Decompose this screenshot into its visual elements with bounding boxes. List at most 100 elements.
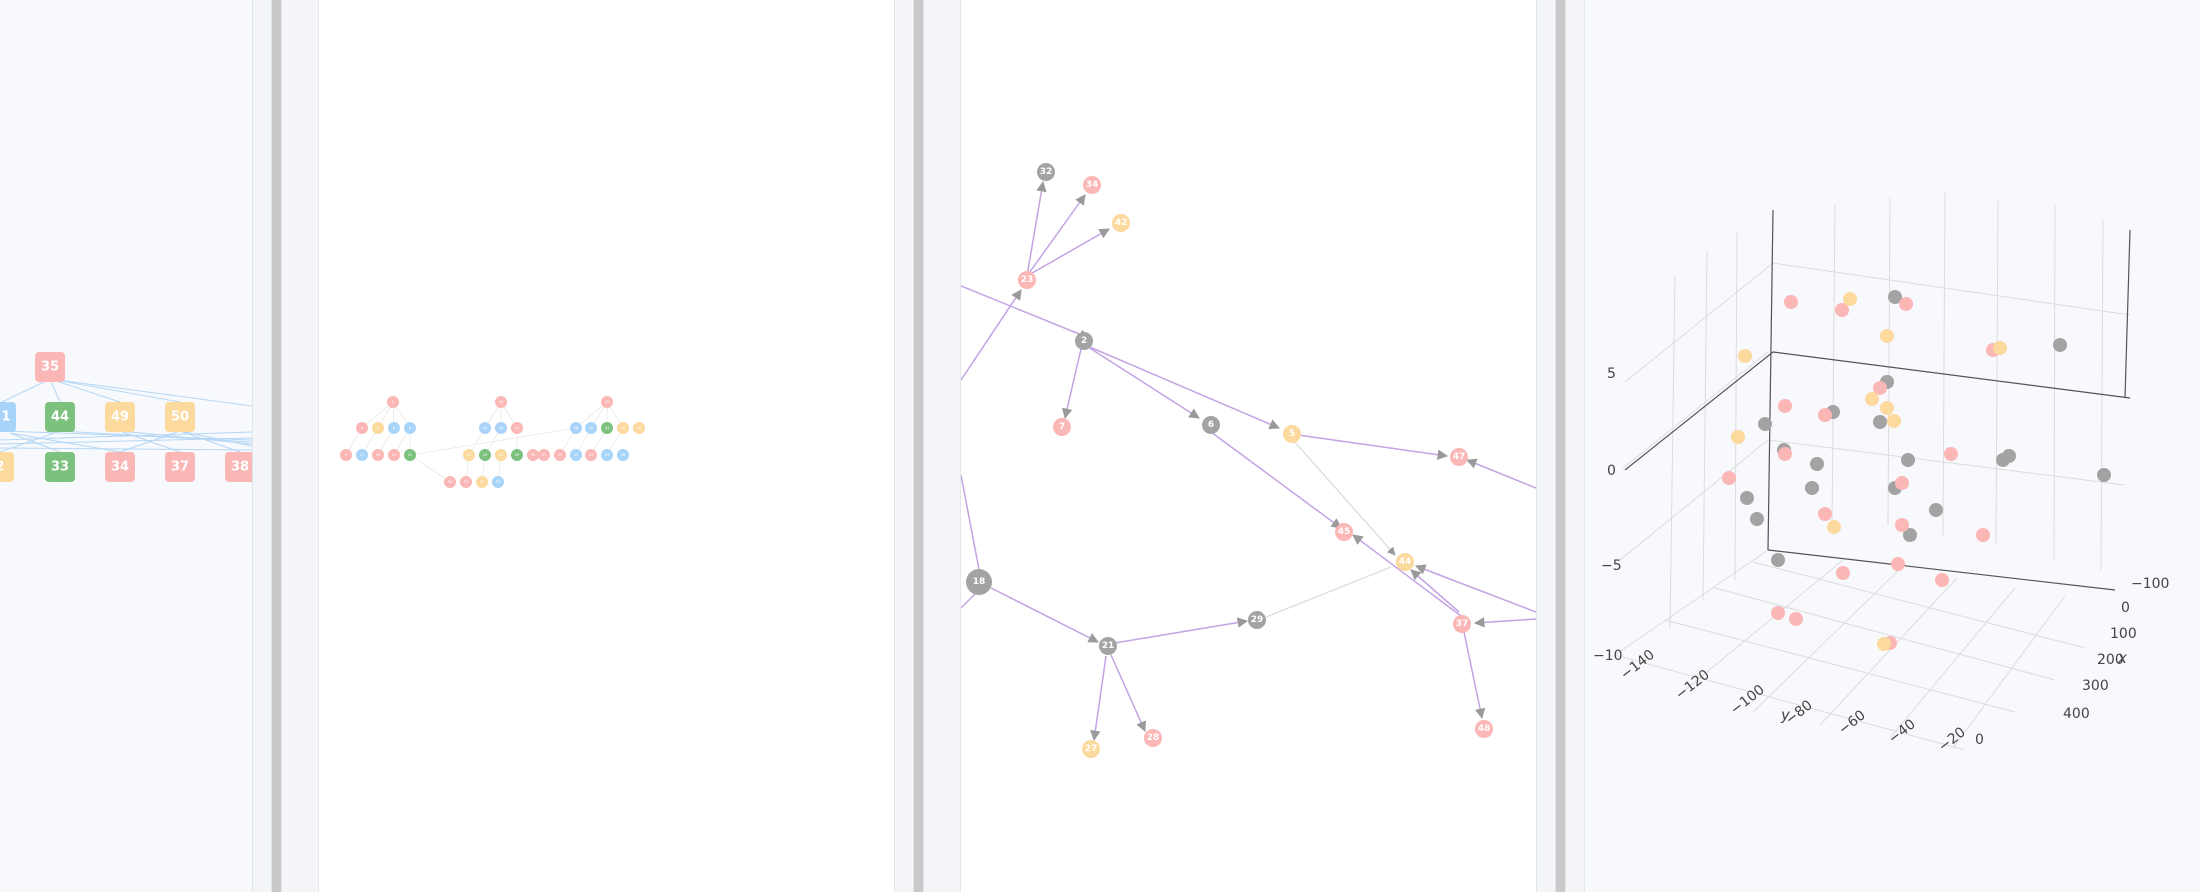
graph-node[interactable]: 27 (1082, 740, 1100, 758)
graph-node[interactable]: 44 (1396, 553, 1414, 571)
tree-node[interactable] (585, 422, 597, 434)
tree-node[interactable] (492, 476, 504, 488)
tree-node[interactable] (527, 449, 539, 461)
tree-nodes[interactable]: 1 36 37 3 5 8 9 10 18 21 38 39 41 45 50 … (340, 396, 645, 488)
tree-node[interactable] (601, 449, 613, 461)
graph-node[interactable]: 7 (1053, 418, 1071, 436)
graph-node[interactable]: 29 (1248, 611, 1266, 629)
tree-node[interactable] (372, 449, 384, 461)
tree-node[interactable] (388, 422, 400, 434)
graph-node[interactable]: 23 (1018, 271, 1036, 289)
scatter-point[interactable] (1899, 297, 1913, 311)
tree-node[interactable] (570, 449, 582, 461)
scatter-point[interactable] (1944, 447, 1958, 461)
scatter-point[interactable] (1993, 341, 2007, 355)
scatter-point[interactable] (1888, 290, 1902, 304)
scatter-point[interactable] (1771, 553, 1785, 567)
scatter-point[interactable] (1758, 417, 1772, 431)
scatter-point[interactable] (1880, 329, 1894, 343)
tree-node[interactable] (387, 396, 399, 408)
graph-node[interactable]: 32 (1037, 163, 1055, 181)
tree-node[interactable] (585, 449, 597, 461)
splitter-3[interactable] (1556, 0, 1565, 892)
scatter-point[interactable] (1789, 612, 1803, 626)
scatter-point[interactable] (1731, 430, 1745, 444)
splitter-2[interactable] (914, 0, 923, 892)
tree-node[interactable] (460, 476, 472, 488)
hierarchy-node[interactable]: 44 (45, 402, 75, 432)
scatter-point[interactable] (1810, 457, 1824, 471)
tree-node[interactable] (372, 422, 384, 434)
scatter-point[interactable] (1750, 512, 1764, 526)
tree-node[interactable] (356, 449, 368, 461)
tree-node[interactable] (601, 396, 613, 408)
hierarchy-node[interactable]: 2 (0, 452, 14, 482)
graph-node[interactable]: 37 (1453, 615, 1471, 633)
scatter-point[interactable] (1805, 481, 1819, 495)
scatter-point[interactable] (1740, 491, 1754, 505)
graph-node[interactable]: 42 (1112, 214, 1130, 232)
scatter-point[interactable] (1976, 528, 1990, 542)
hierarchy-node[interactable]: 33 (45, 452, 75, 482)
tree-node[interactable] (479, 449, 491, 461)
scatter-point[interactable] (1877, 637, 1891, 651)
graph-node[interactable]: 21 (1099, 637, 1117, 655)
hierarchy-node[interactable]: 37 (165, 452, 195, 482)
tree-node[interactable] (463, 449, 475, 461)
scatter3d-points[interactable] (1722, 290, 2111, 651)
tree-node[interactable] (444, 476, 456, 488)
tree-node[interactable] (538, 449, 550, 461)
scatter-point[interactable] (1818, 408, 1832, 422)
scatter-point[interactable] (1903, 528, 1917, 542)
scatter-point[interactable] (1836, 566, 1850, 580)
tree-node[interactable] (511, 422, 523, 434)
hierarchy-top-node[interactable]: 35 (35, 352, 65, 382)
scatter-point[interactable] (1873, 415, 1887, 429)
scatter-point[interactable] (1996, 453, 2010, 467)
hierarchy-node[interactable]: 34 (105, 452, 135, 482)
hierarchy-node[interactable]: 50 (165, 402, 195, 432)
tree-node[interactable] (476, 476, 488, 488)
tree-node[interactable] (570, 422, 582, 434)
tree-node[interactable] (633, 422, 645, 434)
graph-node[interactable]: 2 (1075, 332, 1093, 350)
scatter3d-plot[interactable]: 5 0 −5 −10 −140 −120 −100 −80 −60 −40 −2… (1585, 0, 2200, 892)
scatter-point[interactable] (1843, 292, 1857, 306)
scatter-point[interactable] (1887, 414, 1901, 428)
tree-node[interactable] (340, 449, 352, 461)
graph-node[interactable]: 28 (1144, 729, 1162, 747)
tree-node[interactable] (495, 396, 507, 408)
graph-node[interactable]: 5 (1283, 425, 1301, 443)
scatter-point[interactable] (1738, 349, 1752, 363)
scatter-point[interactable] (1880, 401, 1894, 415)
tree-node[interactable] (404, 422, 416, 434)
graph-node[interactable]: 47 (1450, 448, 1468, 466)
hierarchy-node[interactable]: 1 (0, 402, 16, 432)
scatter-point[interactable] (1784, 295, 1798, 309)
scatter-point[interactable] (1891, 557, 1905, 571)
tree-node[interactable] (404, 449, 416, 461)
scatter-point[interactable] (2097, 468, 2111, 482)
graph-node[interactable]: 45 (1335, 523, 1353, 541)
force-graph[interactable]: 32 34 42 23 2 7 6 5 47 45 44 18 21 29 37… (961, 0, 1536, 892)
tree-node[interactable] (617, 422, 629, 434)
tree-node[interactable] (495, 449, 507, 461)
scatter-point[interactable] (1778, 447, 1792, 461)
tree-node[interactable] (554, 449, 566, 461)
tree-node[interactable] (356, 422, 368, 434)
splitter-1[interactable] (272, 0, 281, 892)
tree-graph[interactable]: 1 36 37 3 5 8 9 10 18 21 38 39 41 45 50 … (319, 0, 894, 892)
tree-node[interactable] (495, 422, 507, 434)
scatter-point[interactable] (1778, 399, 1792, 413)
tree-node[interactable] (511, 449, 523, 461)
hierarchy-graph[interactable]: 35 1 44 49 50 2 33 34 37 38 (0, 0, 252, 892)
hierarchy-node[interactable]: 38 (225, 452, 252, 482)
tree-node[interactable] (617, 449, 629, 461)
tree-node[interactable] (601, 422, 613, 434)
scatter-point[interactable] (1895, 476, 1909, 490)
graph-nodes[interactable]: 32 34 42 23 2 7 6 5 47 45 44 18 21 29 37… (966, 163, 1493, 758)
graph-node[interactable]: 6 (1202, 416, 1220, 434)
tree-node[interactable] (479, 422, 491, 434)
scatter-point[interactable] (1873, 381, 1887, 395)
graph-node[interactable]: 18 (966, 569, 992, 595)
